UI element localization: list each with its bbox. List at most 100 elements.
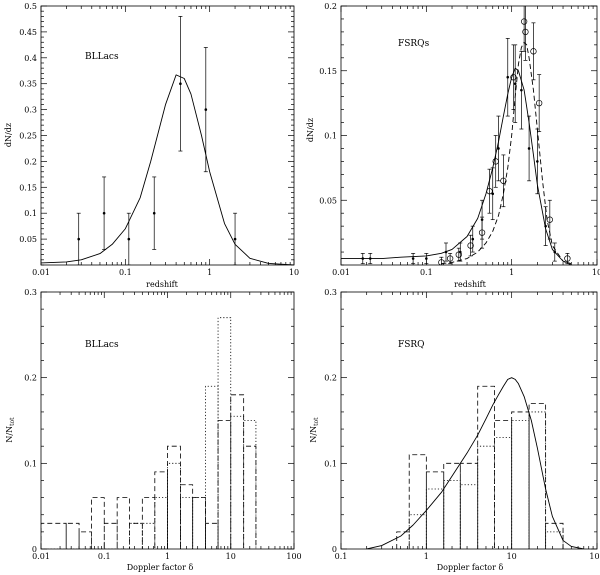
y-axis-label: dN/dz [4,123,13,147]
panel-label: FSRQ [398,340,425,350]
plot-area [41,317,257,549]
histogram-hist-dotted [396,411,564,549]
data-point-circle [536,99,543,107]
x-tick-label: 10 [507,552,517,561]
data-point-circle [564,255,571,262]
plot-area [41,16,294,265]
x-tick-label: 100 [286,552,301,561]
x-tick-label: 0.1 [98,552,111,561]
data-point-circle [510,74,517,81]
histogram-hist-dashed [396,385,564,549]
data-point [127,237,131,241]
y-tick-label: 0.45 [19,28,37,37]
data-point-circle [520,18,528,25]
y-tick-label: 0.4 [24,54,37,63]
data-point-circle [478,229,486,236]
data-point [520,88,523,92]
plot-frame [340,291,598,550]
data-point-circle [500,177,507,184]
y-tick-label: 0.15 [319,67,337,76]
y-tick-label: 0.25 [19,132,37,141]
data-point [471,237,475,241]
y-axis-label: N/Ntot [5,417,16,443]
data-point [77,237,81,241]
x-tick-label: 1 [509,268,514,277]
y-tick-label: 0.1 [24,209,37,218]
x-tick-label: 100 [589,552,600,561]
x-tick-label: 1 [207,268,212,277]
x-tick-label: 1 [165,552,170,561]
x-tick-label: 0.01 [32,552,50,561]
y-tick-label: 0.2 [24,374,37,383]
x-tick-label: 0.1 [420,268,433,277]
y-tick-label: 0.2 [24,157,37,166]
y-tick-label: 0.1 [324,132,337,141]
data-point [527,147,531,150]
y-axis-label: N/Ntot [309,417,320,443]
y-tick-label: 0.2 [324,2,337,11]
data-point [425,257,428,260]
panel-label: FSRQs [398,39,430,49]
panel-fsrq-doppler: FSRQ Doppler factor δ N/Ntot 0.111010000… [309,288,600,572]
y-tick-label: 0.1 [324,459,337,468]
curve-model-solid [341,67,572,265]
curve-model-dashed [441,41,572,265]
y-tick-label: 0.15 [19,183,37,192]
x-tick-label: 10 [592,268,600,277]
curve-model [41,74,294,265]
data-point-circle [530,48,537,55]
x-tick-label: 0.01 [332,268,350,277]
x-axis-label: redshift [454,280,486,289]
data-point [179,82,182,85]
y-tick-label: 0.05 [319,196,337,205]
data-point [506,75,510,79]
data-point [233,237,237,241]
y-tick-label: 0.3 [24,288,37,297]
y-tick-label: 0.35 [19,80,37,89]
data-point [102,211,106,215]
x-axis-label: redshift [146,280,178,289]
x-tick-label: 0.1 [119,268,132,277]
plot-area [366,377,584,549]
data-point-circle [492,158,499,165]
data-point-circle [438,259,445,265]
y-tick-label: 0.05 [19,235,37,244]
data-point [513,82,517,85]
y-tick-label: 0 [32,545,37,554]
curve-model [366,377,584,549]
plot-frame [340,5,598,266]
data-point [491,192,495,196]
x-tick-label: 1 [424,552,429,561]
data-point [152,211,156,215]
y-tick-label: 0.1 [24,459,37,468]
data-point [411,257,415,260]
panel-fsrq-redshift: FSRQs redshift dN/dz 0.01 0.1 1 10 0.05 0.1 0.… [306,2,600,289]
y-tick-label: 0.3 [324,288,337,297]
x-axis-label: Doppler factor δ [127,563,194,572]
y-tick-label: 0.2 [324,374,337,383]
histogram-hist-dotted [41,317,257,549]
panel-bllac-doppler: BLLacs Doppler factor δ N/Ntot 0.01 0.1 1 1… [5,288,302,572]
data-point-circle [467,242,474,249]
x-tick-label: 10 [289,268,299,277]
panel-bllac-redshift: BLLacs redshift dN/dz 0.01 0.1 1 10 0.05 0.1 0… [4,2,299,289]
data-point [536,160,539,163]
x-tick-label: 0.01 [32,268,50,277]
data-point [204,108,208,111]
plot-area [341,6,572,265]
data-point-circle [522,28,529,36]
x-tick-label: 10 [226,552,236,561]
data-point-circle [446,255,454,262]
panel-label: BLLacs [85,52,119,62]
data-point-circle [455,251,462,258]
y-tick-label: 0 [332,545,337,554]
data-point [497,147,500,150]
x-tick-label: 0.1 [335,552,348,561]
x-axis-label: Doppler factor δ [437,563,504,572]
y-axis-label: dN/dz [306,118,315,142]
histogram-hist-dashed [41,394,257,549]
y-tick-label: 0.5 [24,2,37,11]
y-tick-label: 0.3 [24,106,37,115]
panel-label: BLLacs [85,340,119,350]
